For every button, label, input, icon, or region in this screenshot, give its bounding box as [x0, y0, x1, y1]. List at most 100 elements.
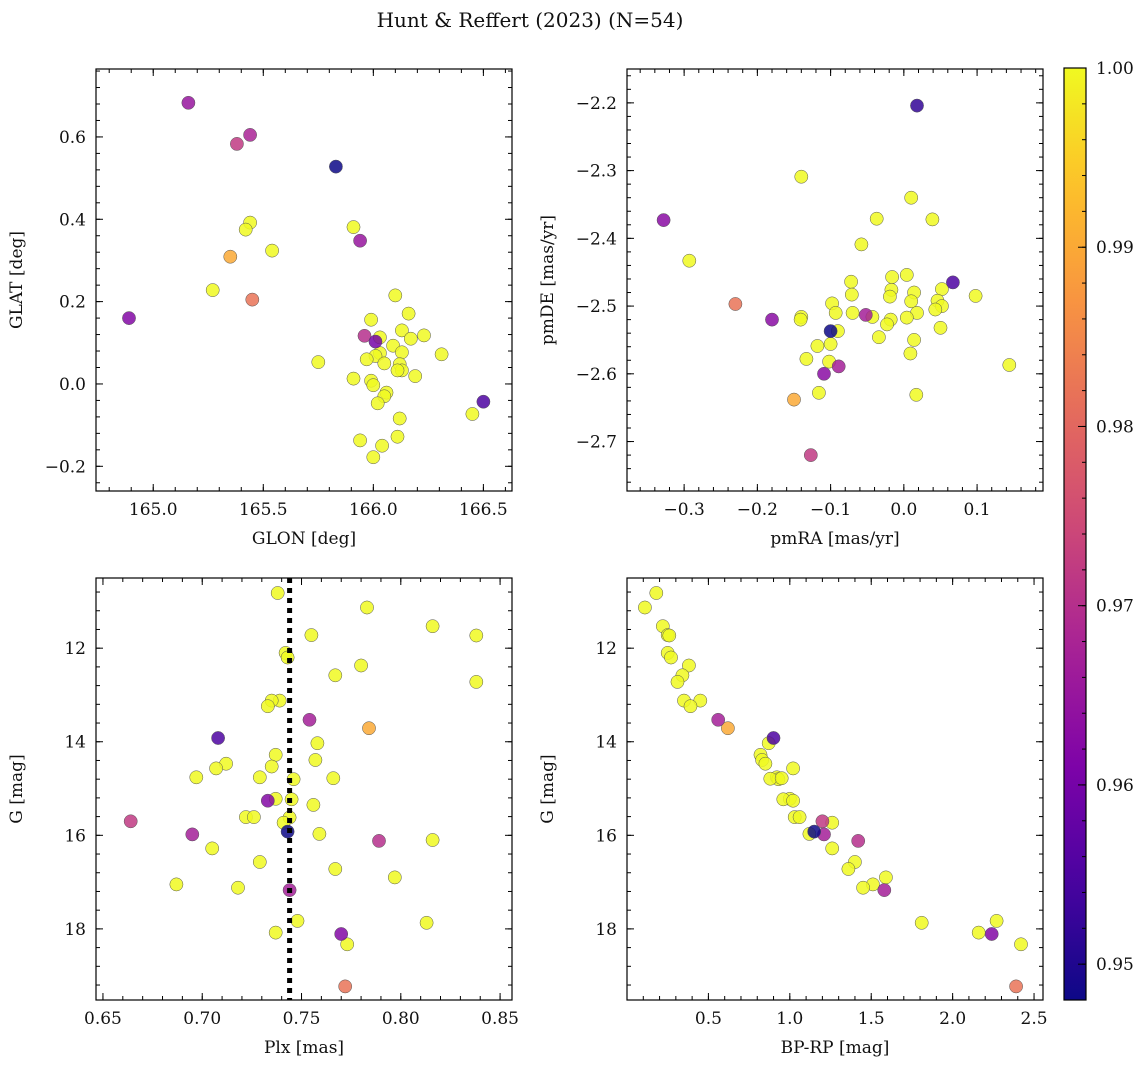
axis-ticks [96, 578, 512, 1000]
data-point [786, 761, 800, 776]
data-point [721, 721, 735, 736]
y-axis-label: G [mag] [7, 754, 27, 823]
data-point [408, 369, 423, 383]
data-point [311, 355, 326, 369]
data-point [357, 328, 372, 343]
data-point [899, 310, 914, 325]
data-point [340, 937, 355, 952]
data-point [268, 747, 283, 762]
x-tick-label: 0.70 [183, 1009, 221, 1029]
y-tick-label: 18 [595, 920, 617, 940]
data-point [328, 668, 343, 683]
data-point [928, 302, 943, 317]
data-point [683, 699, 698, 714]
y-tick-label: −2.4 [576, 229, 617, 249]
data-point [211, 731, 225, 745]
data-point [1014, 937, 1028, 952]
data-point [869, 211, 884, 226]
x-axis-label: Plx [mas] [264, 1038, 344, 1058]
data-point [933, 320, 948, 335]
y-tick-label: −2.6 [576, 365, 617, 385]
data-point [823, 324, 838, 338]
data-point [334, 927, 349, 941]
y-axis-label: GLAT [deg] [7, 231, 27, 329]
scatter-points [656, 98, 1017, 462]
data-point [328, 862, 343, 876]
data-point [910, 98, 924, 113]
data-point [346, 220, 361, 234]
colorbar-tick-label: 0.96 [1096, 776, 1134, 796]
data-point [390, 429, 405, 444]
data-point [831, 359, 846, 374]
data-point [368, 334, 383, 349]
data-point [885, 270, 899, 284]
glon-glat-panel: 165.0 165.5 166.0 166.5 −0.2 0.0 0.2 0.4 0.6 GLON… [7, 68, 513, 549]
data-point [476, 394, 491, 409]
x-tick-label: 165.5 [239, 500, 288, 520]
x-tick-label: −0.2 [737, 500, 778, 520]
data-point [883, 289, 897, 304]
data-point [308, 753, 323, 767]
axis-ticks [627, 69, 1043, 491]
data-point [247, 810, 261, 824]
data-point [122, 311, 136, 325]
data-point [270, 586, 285, 600]
data-point [205, 841, 220, 856]
x-axis-label: pmRA [mas/yr] [770, 529, 899, 549]
y-tick-label: −2.5 [576, 297, 617, 317]
data-point [904, 294, 919, 309]
data-point [260, 793, 275, 808]
data-point [260, 699, 275, 714]
x-tick-label: −0.3 [663, 500, 704, 520]
x-tick-label: 1.5 [858, 1009, 885, 1029]
x-tick-label: 2.0 [939, 1009, 966, 1029]
data-point [230, 137, 244, 151]
data-point [638, 600, 652, 615]
colorbar-tick-label: 1.00 [1096, 59, 1134, 79]
data-point [984, 927, 999, 941]
colorbar-tick-label: 0.97 [1096, 597, 1134, 617]
x-tick-label: 0.65 [84, 1009, 122, 1029]
data-point [401, 306, 416, 321]
axes-frame [626, 577, 1044, 1001]
x-tick-label: 165.0 [129, 500, 178, 520]
bprp-gmag-panel: 0.5 1.0 1.5 2.0 2.5 12 14 16 18 BP-RP [mag] G [mag… [538, 577, 1048, 1058]
data-point [366, 450, 381, 465]
x-tick-label: 166.0 [349, 500, 398, 520]
data-point [304, 628, 319, 642]
data-point [879, 870, 893, 885]
y-tick-label: 0.0 [59, 375, 86, 395]
data-point [310, 736, 325, 751]
x-axis-label: GLON [deg] [252, 529, 356, 549]
data-point [245, 292, 260, 307]
data-point [844, 274, 858, 289]
data-point [169, 877, 184, 892]
data-point [312, 827, 327, 841]
data-point [787, 392, 801, 407]
y-tick-label: 14 [595, 733, 617, 753]
data-point [243, 128, 257, 142]
data-point [872, 330, 886, 345]
data-point [434, 347, 449, 362]
colorbar-tick-label: 0.95 [1096, 955, 1134, 975]
y-tick-label: 12 [595, 639, 617, 659]
data-point [799, 352, 814, 366]
data-point [793, 312, 808, 327]
axis-ticks [626, 578, 1043, 1000]
data-point [346, 371, 361, 386]
data-point [711, 712, 726, 727]
data-point [290, 914, 305, 928]
data-point [366, 378, 381, 393]
data-point [231, 880, 245, 895]
data-point [364, 312, 378, 327]
data-point [792, 810, 807, 824]
data-point [856, 880, 870, 895]
data-point [1002, 358, 1017, 372]
axes-frame [95, 68, 513, 492]
data-point [810, 339, 825, 353]
axis-ticks [96, 69, 512, 491]
data-point [353, 433, 367, 448]
x-tick-label: 0.5 [695, 1009, 722, 1029]
x-axis-label: BP-RP [mag] [781, 1038, 890, 1058]
